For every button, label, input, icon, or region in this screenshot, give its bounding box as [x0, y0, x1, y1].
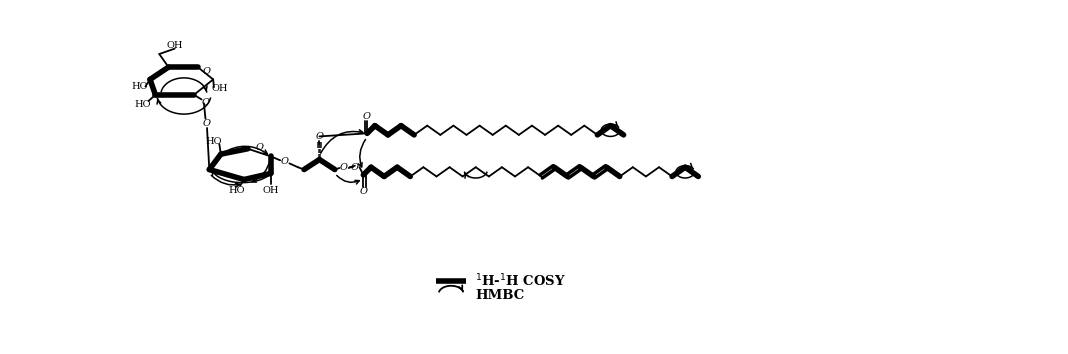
- Text: HO: HO: [131, 82, 148, 91]
- Text: O: O: [340, 163, 348, 172]
- Text: HO: HO: [205, 137, 221, 145]
- Text: O: O: [203, 119, 211, 128]
- Text: O: O: [315, 132, 324, 141]
- Text: O: O: [360, 187, 368, 196]
- Text: O: O: [351, 163, 359, 172]
- Text: HO: HO: [229, 186, 245, 195]
- Text: O: O: [203, 67, 211, 76]
- Text: HMBC: HMBC: [475, 289, 524, 302]
- Text: OH: OH: [211, 84, 227, 93]
- Text: OH: OH: [263, 186, 279, 195]
- Text: HO: HO: [135, 99, 151, 109]
- Text: O: O: [362, 112, 371, 121]
- Text: O: O: [255, 143, 264, 152]
- Text: O: O: [202, 98, 209, 107]
- Text: O: O: [281, 157, 288, 166]
- Text: $^{1}$H-$^{1}$H COSY: $^{1}$H-$^{1}$H COSY: [475, 273, 566, 290]
- Text: OH: OH: [167, 41, 183, 50]
